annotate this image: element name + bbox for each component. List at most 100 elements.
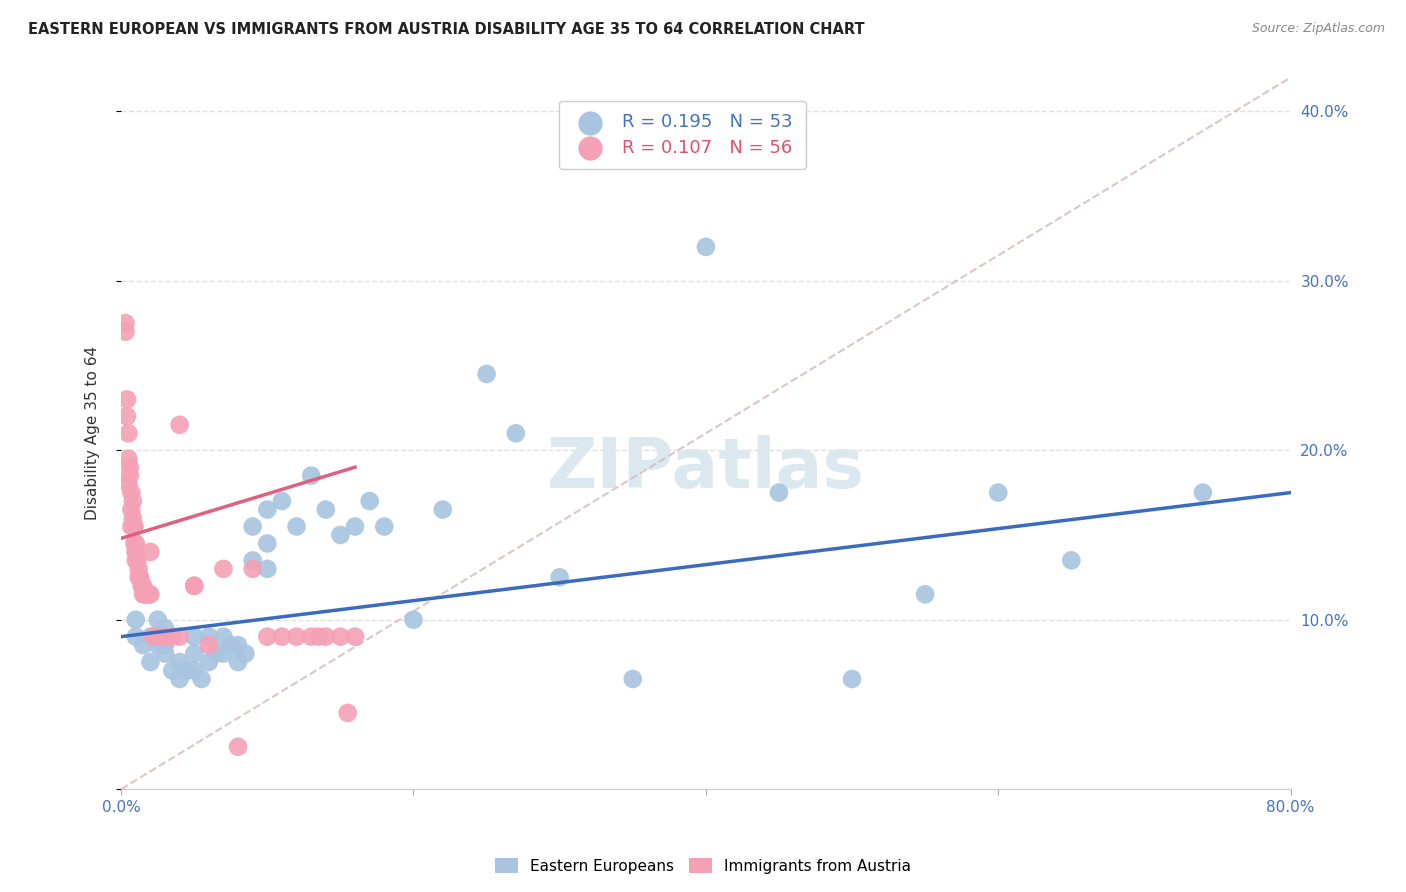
Point: [308, 630, 330, 644]
Point: [242, 553, 264, 567]
Point: [129, 570, 152, 584]
Legend: Eastern Europeans, Immigrants from Austria: Eastern Europeans, Immigrants from Austr…: [489, 852, 917, 880]
Point: [344, 630, 367, 644]
Point: [198, 655, 221, 669]
Point: [212, 562, 235, 576]
Point: [139, 587, 162, 601]
Point: [169, 655, 191, 669]
Point: [432, 502, 454, 516]
Point: [1192, 485, 1215, 500]
Point: [153, 647, 176, 661]
Point: [621, 672, 644, 686]
Point: [226, 739, 249, 754]
Point: [226, 638, 249, 652]
Point: [315, 630, 337, 644]
Point: [271, 630, 294, 644]
Point: [190, 672, 212, 686]
Point: [256, 562, 278, 576]
Point: [256, 502, 278, 516]
Point: [128, 570, 150, 584]
Point: [329, 630, 352, 644]
Text: EASTERN EUROPEAN VS IMMIGRANTS FROM AUSTRIA DISABILITY AGE 35 TO 64 CORRELATION : EASTERN EUROPEAN VS IMMIGRANTS FROM AUST…: [28, 22, 865, 37]
Text: Source: ZipAtlas.com: Source: ZipAtlas.com: [1251, 22, 1385, 36]
Point: [127, 553, 149, 567]
Point: [219, 638, 242, 652]
Point: [136, 587, 159, 601]
Point: [183, 664, 205, 678]
Point: [212, 647, 235, 661]
Point: [212, 630, 235, 644]
Point: [118, 460, 141, 475]
Point: [124, 519, 146, 533]
Point: [125, 553, 148, 567]
Point: [132, 587, 155, 601]
Point: [285, 630, 308, 644]
Point: [402, 613, 425, 627]
Point: [242, 519, 264, 533]
Point: [132, 579, 155, 593]
Point: [128, 562, 150, 576]
Point: [914, 587, 936, 601]
Point: [226, 655, 249, 669]
Point: [117, 477, 139, 491]
Point: [125, 630, 148, 644]
Point: [135, 587, 157, 601]
Point: [242, 562, 264, 576]
Y-axis label: Disability Age 35 to 64: Disability Age 35 to 64: [86, 346, 100, 520]
Point: [169, 630, 191, 644]
Point: [134, 587, 156, 601]
Point: [256, 536, 278, 550]
Point: [299, 468, 322, 483]
Point: [1060, 553, 1083, 567]
Point: [198, 638, 221, 652]
Point: [125, 536, 148, 550]
Point: [768, 485, 790, 500]
Point: [146, 613, 169, 627]
Point: [359, 494, 381, 508]
Point: [235, 647, 257, 661]
Point: [125, 545, 148, 559]
Point: [548, 570, 571, 584]
Point: [139, 655, 162, 669]
Point: [118, 468, 141, 483]
Point: [183, 647, 205, 661]
Point: [336, 706, 359, 720]
Point: [121, 494, 143, 508]
Point: [475, 367, 498, 381]
Point: [146, 638, 169, 652]
Point: [162, 664, 184, 678]
Point: [153, 621, 176, 635]
Point: [169, 417, 191, 432]
Point: [139, 630, 162, 644]
Point: [153, 638, 176, 652]
Point: [256, 630, 278, 644]
Point: [329, 528, 352, 542]
Point: [695, 240, 717, 254]
Point: [176, 664, 198, 678]
Point: [125, 613, 148, 627]
Point: [299, 630, 322, 644]
Point: [117, 426, 139, 441]
Point: [285, 519, 308, 533]
Point: [146, 630, 169, 644]
Point: [115, 409, 138, 424]
Point: [198, 630, 221, 644]
Point: [138, 587, 160, 601]
Point: [125, 545, 148, 559]
Point: [315, 502, 337, 516]
Point: [505, 426, 527, 441]
Point: [271, 494, 294, 508]
Point: [139, 545, 162, 559]
Point: [183, 579, 205, 593]
Point: [120, 519, 142, 533]
Point: [132, 638, 155, 652]
Point: [169, 672, 191, 686]
Point: [121, 511, 143, 525]
Point: [344, 519, 367, 533]
Point: [146, 630, 169, 644]
Point: [117, 451, 139, 466]
Point: [153, 630, 176, 644]
Point: [373, 519, 395, 533]
Point: [183, 630, 205, 644]
Point: [987, 485, 1010, 500]
